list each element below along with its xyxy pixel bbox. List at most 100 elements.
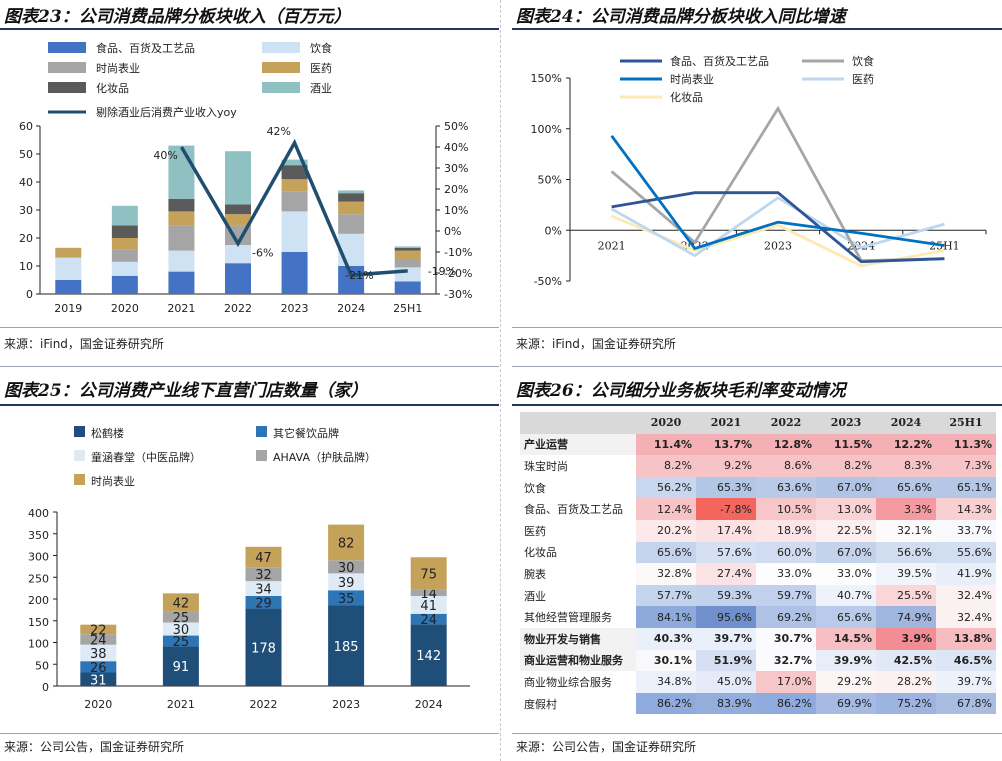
table-cell: 14.5%	[816, 627, 876, 650]
title-rule	[0, 404, 499, 406]
row-label: 酒业	[524, 589, 546, 603]
table-cell: 39.9%	[816, 649, 876, 672]
series-line	[610, 135, 945, 251]
data-label: 38	[90, 647, 107, 662]
table-cell: 63.6%	[756, 476, 816, 499]
table-cell: 11.5%	[816, 433, 876, 456]
row-label: 其他经营管理服务	[524, 611, 612, 625]
data-label: 178	[251, 641, 276, 656]
y-tick-label: 50%	[538, 174, 562, 187]
title-rule	[0, 28, 499, 30]
y-tick-label: 100	[28, 638, 49, 651]
data-label: -6%	[252, 247, 273, 260]
table-cell: 42.5%	[876, 649, 936, 672]
column-header: 2024	[876, 412, 936, 434]
series-line	[610, 196, 945, 258]
legend-swatch	[262, 62, 300, 73]
table-cell: 86.2%	[636, 692, 696, 715]
table-cell: 67.0%	[816, 476, 876, 499]
table-row: 产业运营 11.4% 13.7% 12.8% 11.5% 12.2% 11.3%	[520, 433, 996, 456]
y-tick-label: 50	[19, 148, 33, 161]
table-cell: 65.6%	[816, 606, 876, 628]
table-cell: 56.6%	[876, 541, 936, 564]
data-label: 40%	[153, 149, 177, 162]
table-row: 饮食 56.2% 65.3% 63.6% 67.0% 65.6% 65.1%	[520, 476, 996, 499]
fig26-table: 2020 2021 2022 2023 2024 25H1 产业运营 11.4% 13.7% 12…	[520, 412, 996, 715]
fig24-title: 图表24：公司消费品牌分板块收入同比增速	[516, 7, 846, 27]
y-tick-label: 20	[19, 232, 33, 245]
table-cell: 40.7%	[816, 584, 876, 607]
legend-label: 其它餐饮品牌	[273, 426, 339, 440]
bar-segment	[338, 201, 365, 215]
legend-label: 食品、百货及工艺品	[670, 54, 769, 68]
bar-segment	[225, 214, 251, 226]
table-cell: 32.7%	[756, 649, 816, 672]
bar-segment	[281, 191, 308, 212]
data-label: 24	[420, 613, 437, 628]
table-cell: 9.2%	[696, 455, 756, 477]
bar-segment	[328, 524, 365, 561]
table-cell: 59.3%	[696, 584, 756, 607]
legend-label: 松鹤楼	[91, 426, 124, 440]
table-cell: 13.0%	[816, 498, 876, 520]
table-cell: 17.4%	[696, 519, 756, 542]
bar-segment	[281, 165, 308, 180]
y2-tick-label: 50%	[444, 120, 468, 133]
fig23-source: 来源：iFind，国金证券研究所	[4, 337, 164, 351]
bar-segment	[328, 590, 365, 606]
table-cell: 14.3%	[936, 498, 996, 520]
panel-fig24: 图表24：公司消费品牌分板块收入同比增速 -50% 0% 50% 100% 150% 20…	[512, 0, 1002, 372]
y-tick-label: 250	[28, 572, 49, 585]
table-cell: 67.0%	[816, 541, 876, 564]
bar-segment	[245, 595, 282, 609]
legend-swatch	[262, 82, 300, 93]
table-cell: 55.6%	[936, 541, 996, 564]
data-label: 30	[338, 561, 355, 576]
table-header-row: 2020 2021 2022 2023 2024 25H1	[520, 412, 996, 434]
table-cell: 8.6%	[756, 455, 816, 477]
fig24-source: 来源：iFind，国金证券研究所	[516, 337, 676, 351]
row-label: 产业运营	[520, 433, 636, 456]
row-label: 医药	[524, 524, 546, 538]
legend-swatch	[256, 426, 267, 437]
table-cell: 86.2%	[756, 692, 816, 715]
table-cell: 65.6%	[636, 541, 696, 564]
bar-segment	[281, 211, 308, 252]
bar-segment	[111, 275, 138, 294]
table-cell: 95.6%	[696, 606, 756, 628]
bar-segment	[338, 233, 365, 266]
column-header: 2021	[696, 412, 756, 434]
table-row: 度假村 86.2% 83.9% 86.2% 69.9% 75.2% 67.8%	[520, 692, 996, 715]
data-label: 32	[255, 568, 272, 583]
title-rule	[512, 28, 1002, 30]
y-tick-label: -50%	[534, 275, 562, 288]
data-label: 25	[173, 635, 190, 650]
bar-segment	[80, 634, 117, 645]
bar-segment	[394, 267, 421, 282]
legend-label: 化妆品	[670, 90, 703, 104]
fig26-source: 来源：公司公告，国金证券研究所	[516, 740, 697, 754]
data-label: 31	[90, 673, 107, 688]
row-label: 化妆品	[524, 546, 557, 560]
table-cell: 74.9%	[876, 606, 936, 628]
legend-label: 酒业	[310, 82, 332, 95]
bar-segment	[225, 245, 251, 264]
column-header: 2022	[756, 412, 816, 434]
bar-segment	[55, 247, 82, 258]
table-cell: 13.8%	[936, 627, 996, 650]
row-label: 商业运营和物业服务	[520, 649, 636, 672]
bar-segment	[111, 205, 138, 226]
y-tick-label: 150	[28, 616, 49, 629]
table-cell: 32.1%	[876, 519, 936, 542]
table-cell: 60.0%	[756, 541, 816, 564]
table-cell: 22.5%	[816, 519, 876, 542]
data-label: 39	[338, 576, 355, 591]
bar-segment	[162, 646, 199, 686]
fig26-title: 图表26：公司细分业务板块毛利率变动情况	[516, 381, 846, 401]
table-cell: 51.9%	[696, 649, 756, 672]
table-cell: 25.5%	[876, 584, 936, 607]
x-tick-label: 2024	[415, 698, 443, 711]
bar-segment	[338, 214, 365, 234]
row-label: 珠宝时尚	[524, 459, 568, 473]
table-cell: 12.8%	[756, 433, 816, 456]
